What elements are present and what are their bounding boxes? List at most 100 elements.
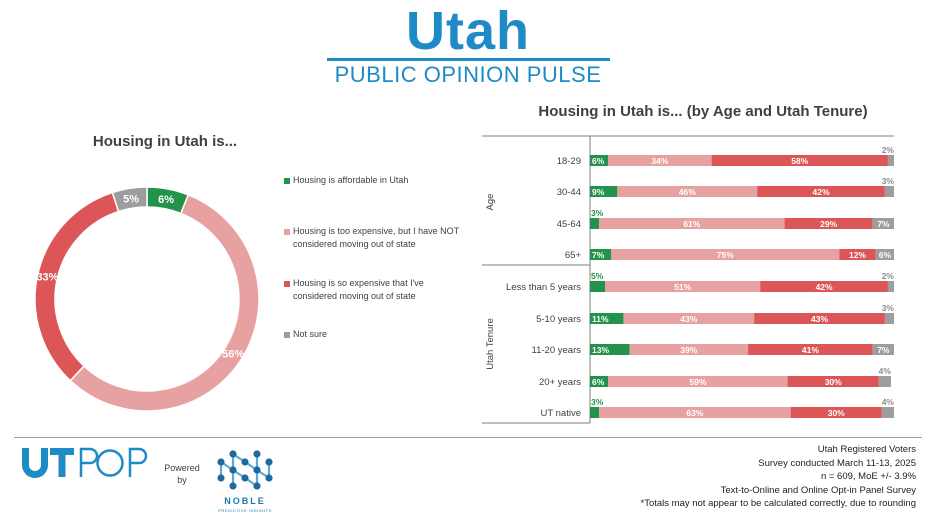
bar-65-series-3 <box>875 249 894 260</box>
bar-20-years-series-3 <box>878 376 891 387</box>
donut-slice-56-1 <box>69 193 260 412</box>
bar-label-11-20-years-series-3: 7% <box>877 345 890 355</box>
legend-swatch-too-expensive <box>284 229 290 235</box>
category-label-20-years: 20+ years <box>539 377 581 388</box>
bar-label-18-29-series-0: 6% <box>592 156 605 166</box>
noble-name: NOBLE <box>224 496 266 506</box>
note-population: Utah Registered Voters <box>817 444 916 455</box>
category-label-11-20-years: 11-20 years <box>532 345 582 356</box>
legend-item-too-expensive: Housing is too expensive, but I have NOT… <box>284 225 463 251</box>
bar-45-64-series-2 <box>784 218 873 229</box>
stacked-bar-chart-svg: Age Utah Tenure 18-29 6% 34% 58% 2% 30-44 9% 46% 4… <box>482 135 895 424</box>
category-label-45-64: 45-64 <box>557 219 581 230</box>
bar-45-64-series-1 <box>599 218 785 229</box>
bar-label-65-series-0: 7% <box>592 250 605 260</box>
bar-label-65-series-1: 75% <box>717 250 734 260</box>
bar-label-65-series-3: 6% <box>879 250 892 260</box>
bar-label-20-years-series-1: 59% <box>689 377 706 387</box>
bar-5-10-years-series-3 <box>884 313 894 324</box>
powered-by-text: Powered by <box>164 463 200 485</box>
bar-label-45-64-series-2: 29% <box>820 219 837 229</box>
bar-label-ut-native-series-0: 3% <box>591 397 604 407</box>
bar-65-series-0 <box>590 249 612 260</box>
bar-45-64-series-0 <box>590 218 600 229</box>
donut-slice-5-3 <box>111 186 148 213</box>
bar-label-30-44-series-2: 42% <box>813 187 830 197</box>
bar-less-than-5-years-series-3 <box>887 281 894 292</box>
bar-label-ut-native-series-3: 4% <box>882 397 895 407</box>
bar-label-ut-native-series-1: 63% <box>686 408 703 418</box>
bar-11-20-years-series-0 <box>590 344 630 355</box>
stacked-bar-chart: Age Utah Tenure 18-29 6% 34% 58% 2% 30-44 9% 46% 4… <box>480 134 900 428</box>
note-method: Text-to-Online and Online Opt-in Panel S… <box>720 484 916 496</box>
bar-11-20-years-series-1 <box>629 344 749 355</box>
donut-label-0: 6% <box>158 194 174 206</box>
bar-label-ut-native-series-2: 30% <box>828 408 845 418</box>
bar-less-than-5-years-series-1 <box>605 281 761 292</box>
bar-30-44-series-2 <box>757 186 885 197</box>
bar-11-20-years-series-2 <box>748 344 873 355</box>
legend-label-not-sure: Not sure <box>293 329 328 339</box>
utpop-logo-icon <box>22 447 148 478</box>
donut-slice-33-2 <box>34 191 120 382</box>
donut-label-2: 33% <box>36 272 58 284</box>
bar-5-10-years-series-2 <box>754 313 885 324</box>
bar-label-18-29-series-3: 2% <box>882 145 895 155</box>
bar-label-less-than-5-years-series-2: 42% <box>816 282 833 292</box>
donut-label-1: 56% <box>222 349 244 361</box>
bar-5-10-years-series-1 <box>623 313 755 324</box>
bar-label-30-44-series-0: 9% <box>592 187 605 197</box>
category-label-ut-native: UT native <box>541 408 581 419</box>
bar-ut-native-series-3 <box>881 407 894 418</box>
bar-20-years-series-0 <box>590 376 609 387</box>
bar-label-65-series-2: 12% <box>849 250 866 260</box>
bar-ut-native-series-0 <box>590 407 600 418</box>
bar-label-45-64-series-1: 61% <box>683 219 700 229</box>
group-label-utah-tenure: Utah Tenure <box>485 318 496 370</box>
legend-label-affordable: Housing is affordable in Utah <box>293 175 409 185</box>
bar-label-5-10-years-series-3: 3% <box>882 303 895 313</box>
header: Utah PUBLIC OPINION PULSE <box>0 0 936 90</box>
bar-18-29-series-1 <box>608 155 712 166</box>
bar-less-than-5-years-series-2 <box>760 281 888 292</box>
bar-18-29-series-0 <box>590 155 609 166</box>
category-label-18-29: 18-29 <box>557 156 581 167</box>
bar-18-29-series-3 <box>887 155 894 166</box>
brand-title: Utah <box>406 1 530 61</box>
bar-65-series-1 <box>611 249 840 260</box>
brand-subtitle: PUBLIC OPINION PULSE <box>334 62 602 87</box>
bar-20-years-series-1 <box>608 376 788 387</box>
bar-20-years-series-2 <box>787 376 879 387</box>
bar-ut-native-series-2 <box>790 407 882 418</box>
footer-divider <box>14 437 922 438</box>
donut-label-3: 5% <box>123 193 139 205</box>
utpop-logo <box>20 444 155 480</box>
category-label-5-10-years: 5-10 years <box>536 314 581 325</box>
bar-label-less-than-5-years-series-1: 51% <box>674 282 691 292</box>
legend-item-not-sure: Not sure <box>284 328 463 341</box>
bar-label-20-years-series-0: 6% <box>592 377 605 387</box>
bar-18-29-series-2 <box>711 155 888 166</box>
bar-ut-native-series-1 <box>599 407 791 418</box>
bar-45-64-series-3 <box>872 218 894 229</box>
bar-chart-title: Housing in Utah is... (by Age and Utah T… <box>538 103 868 120</box>
bar-label-18-29-series-2: 58% <box>791 156 808 166</box>
category-label-65: 65+ <box>565 250 582 261</box>
bar-30-44-series-1 <box>617 186 758 197</box>
bar-label-less-than-5-years-series-3: 2% <box>882 271 895 281</box>
bar-label-11-20-years-series-2: 41% <box>802 345 819 355</box>
bar-label-less-than-5-years-series-0: 5% <box>591 271 604 281</box>
donut-chart-svg: 6% 56% 33% 5% <box>34 186 260 412</box>
bar-11-20-years-series-3 <box>872 344 894 355</box>
donut-chart: 6% 56% 33% 5% <box>34 186 260 412</box>
bar-5-10-years-series-0 <box>590 313 624 324</box>
bar-30-44-series-3 <box>884 186 894 197</box>
survey-notes: Utah Registered Voters Survey conducted … <box>496 443 917 511</box>
donut-chart-title: Housing in Utah is... <box>92 133 238 150</box>
legend-swatch-considered-moving <box>284 281 290 287</box>
bar-label-30-44-series-3: 3% <box>882 176 895 186</box>
note-rounding: *Totals may not appear to be calculated … <box>640 498 917 509</box>
legend-item-considered-moving: Housing is so expensive that I've consid… <box>284 277 463 303</box>
bar-label-5-10-years-series-2: 43% <box>811 314 828 324</box>
bar-label-45-64-series-0: 3% <box>591 208 604 218</box>
